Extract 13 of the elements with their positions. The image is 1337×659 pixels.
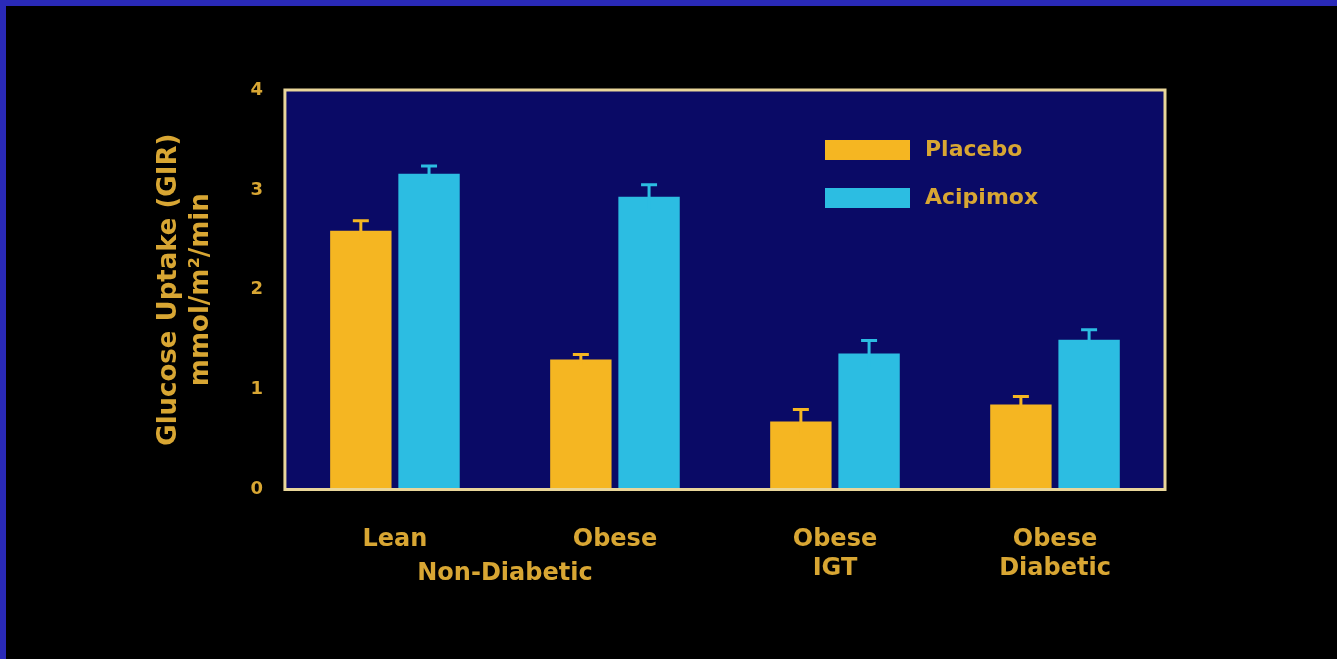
y-tick-label: 0	[250, 477, 263, 499]
x-tick-label: Lean	[362, 524, 428, 553]
y-axis-title: Glucose Uptake (GIR) mmol/m²/min	[152, 133, 214, 446]
x-tick-label: Obese IGT	[792, 524, 878, 581]
y-tick-label: 4	[250, 77, 263, 99]
legend-label: Acipimox	[925, 183, 1039, 209]
y-tick-label: 3	[250, 177, 263, 199]
x-tick-label: Obese	[572, 524, 658, 553]
x-tick-label: Obese Diabetic	[999, 524, 1111, 581]
legend-label: Placebo	[925, 135, 1023, 161]
text: Non-Diabetic	[417, 557, 593, 586]
y-tick-label: 1	[250, 377, 263, 399]
y-tick-label: 2	[250, 277, 263, 299]
